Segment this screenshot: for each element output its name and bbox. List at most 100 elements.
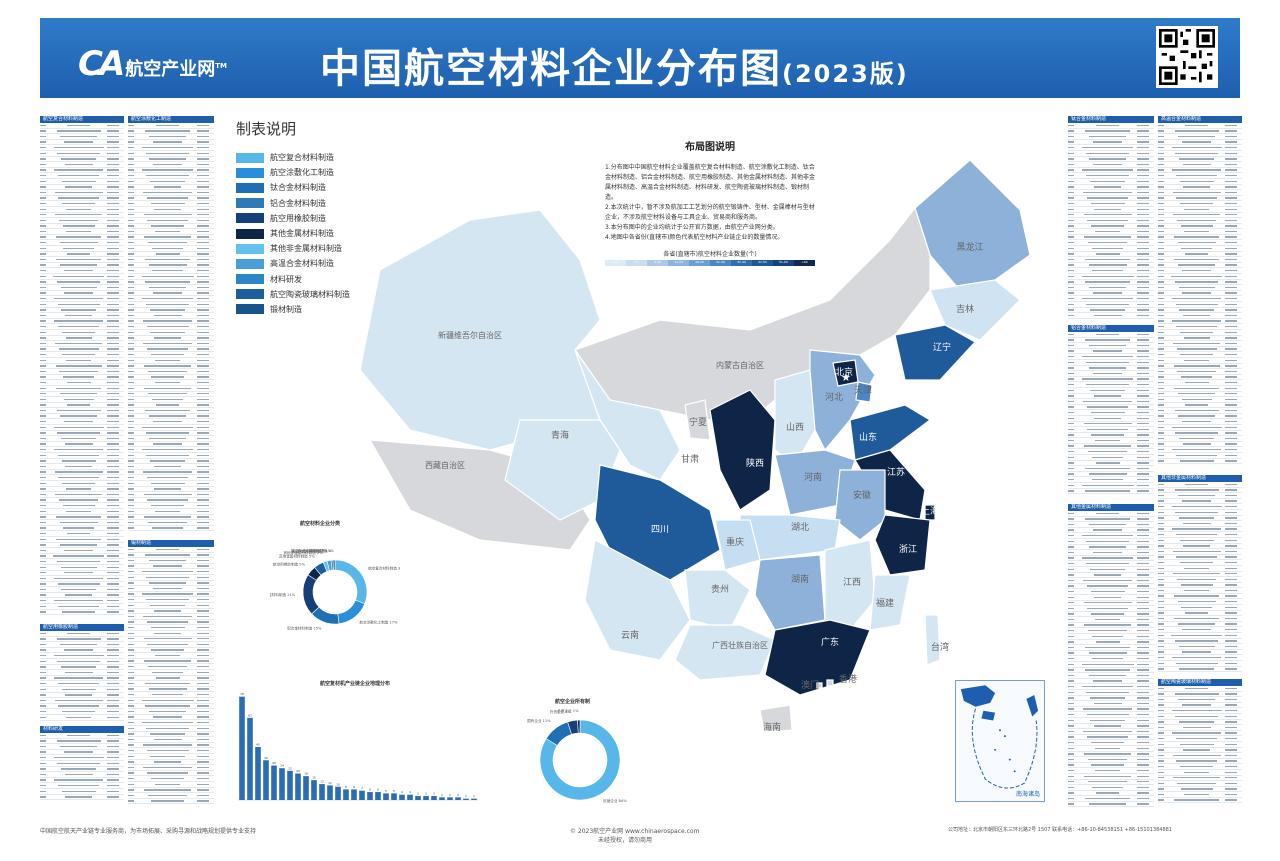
table-row [40,173,124,179]
table-row [1158,708,1242,714]
table-row [128,436,214,442]
table-row [1158,157,1242,163]
province-region[interactable] [824,539,876,631]
header-banner: CA 航空产业网TM 中国航空材料企业分布图(2023版) [40,18,1240,98]
table-row [1068,313,1154,319]
table-row [128,558,214,564]
bar [391,793,397,800]
table-row [40,693,124,699]
province-region[interactable] [809,349,876,452]
table-row [1158,224,1242,230]
province-region[interactable] [574,206,931,421]
bar-value-label: 3 [433,792,435,796]
table-row [1068,410,1154,416]
legend-item: 高温合金材料制造 [236,256,350,271]
donut-label: 民营企业 84% [603,798,627,803]
province-region[interactable] [774,369,816,466]
table-row [40,587,124,593]
table-row [1158,488,1242,494]
table-row [128,515,214,521]
notes-line-2: 2.本次统计中，暂不涉及航加工工艺划分的航空锻铸件、型材、金属棒材与型材企业，不… [605,204,815,221]
table-row [1158,686,1242,692]
table-row [1158,538,1242,544]
table-row [1158,697,1242,703]
scale-title: 各省(直辖市)航空材料企业数量(个) [663,251,757,258]
table-row [40,246,124,252]
province-region[interactable] [894,324,976,381]
table-row [1158,736,1242,742]
bar-value-label: 8 [345,785,347,789]
table-row [1158,447,1242,454]
table-row [128,459,214,465]
province-region[interactable] [929,279,1021,341]
province-region[interactable] [874,514,931,576]
table-row [40,207,124,213]
table-row [1158,285,1242,291]
table-row [128,168,214,174]
bar [407,794,413,800]
table-row [1068,517,1154,523]
table-row [128,218,214,224]
table-header: 高温合金材料制造 [1158,116,1242,123]
province-region[interactable] [709,389,776,511]
table-row [128,670,214,676]
province-region[interactable] [594,464,721,581]
table-row [1068,427,1154,433]
province-region[interactable] [849,404,932,461]
province-region[interactable] [754,554,826,631]
table-row [1158,714,1242,720]
table-row [40,129,124,135]
bar [383,793,389,800]
table-row [40,475,124,481]
site-logo[interactable]: CA 航空产业网TM [78,44,227,84]
bar-value-label: 24 [280,764,284,768]
province-region[interactable] [826,679,834,687]
bar-value-label: 2 [457,793,459,797]
donut1-title: 航空材料企业分类 [300,521,341,527]
province-label: 西藏自治区 [425,460,465,470]
province-region[interactable] [359,209,601,451]
province-region[interactable] [869,574,911,631]
province-region[interactable] [764,619,871,696]
table-row [128,201,214,207]
province-region[interactable] [684,569,751,631]
table-row [40,268,124,275]
province-region[interactable] [914,159,1031,289]
table-row [1158,725,1242,731]
province-region[interactable] [924,504,936,521]
province-region[interactable] [584,539,691,661]
table-header: 航空涂敷化工制造 [128,116,214,123]
table-row [128,771,214,777]
bar [255,747,261,800]
table-row [1068,740,1154,746]
table-row [128,386,214,392]
legend-swatch [236,304,264,315]
table-row [1068,550,1154,556]
table-header: 航空复合材料制造 [40,116,124,123]
table-row [1158,313,1242,319]
table-row [1158,521,1242,527]
table-row [128,799,214,805]
province-region[interactable] [834,469,886,541]
table-row [128,586,214,592]
table-row [1068,123,1154,129]
table-row [1158,263,1242,269]
province-region[interactable] [674,624,776,681]
table-row [128,213,214,219]
province-region[interactable] [855,381,873,403]
province-region[interactable] [816,682,823,689]
province-label: 天津 [854,385,872,396]
table-row [1158,588,1242,594]
province-region[interactable] [924,614,941,666]
table-row [1158,347,1242,353]
table-row [128,263,214,269]
table-row [128,319,214,325]
table-row [128,252,214,258]
province-region[interactable] [759,704,793,733]
province-label: 浙江 [899,543,917,555]
bar [399,794,405,800]
table-row [128,330,214,336]
table-row [128,235,214,241]
table-row [1068,690,1154,696]
province-region[interactable] [684,399,711,441]
